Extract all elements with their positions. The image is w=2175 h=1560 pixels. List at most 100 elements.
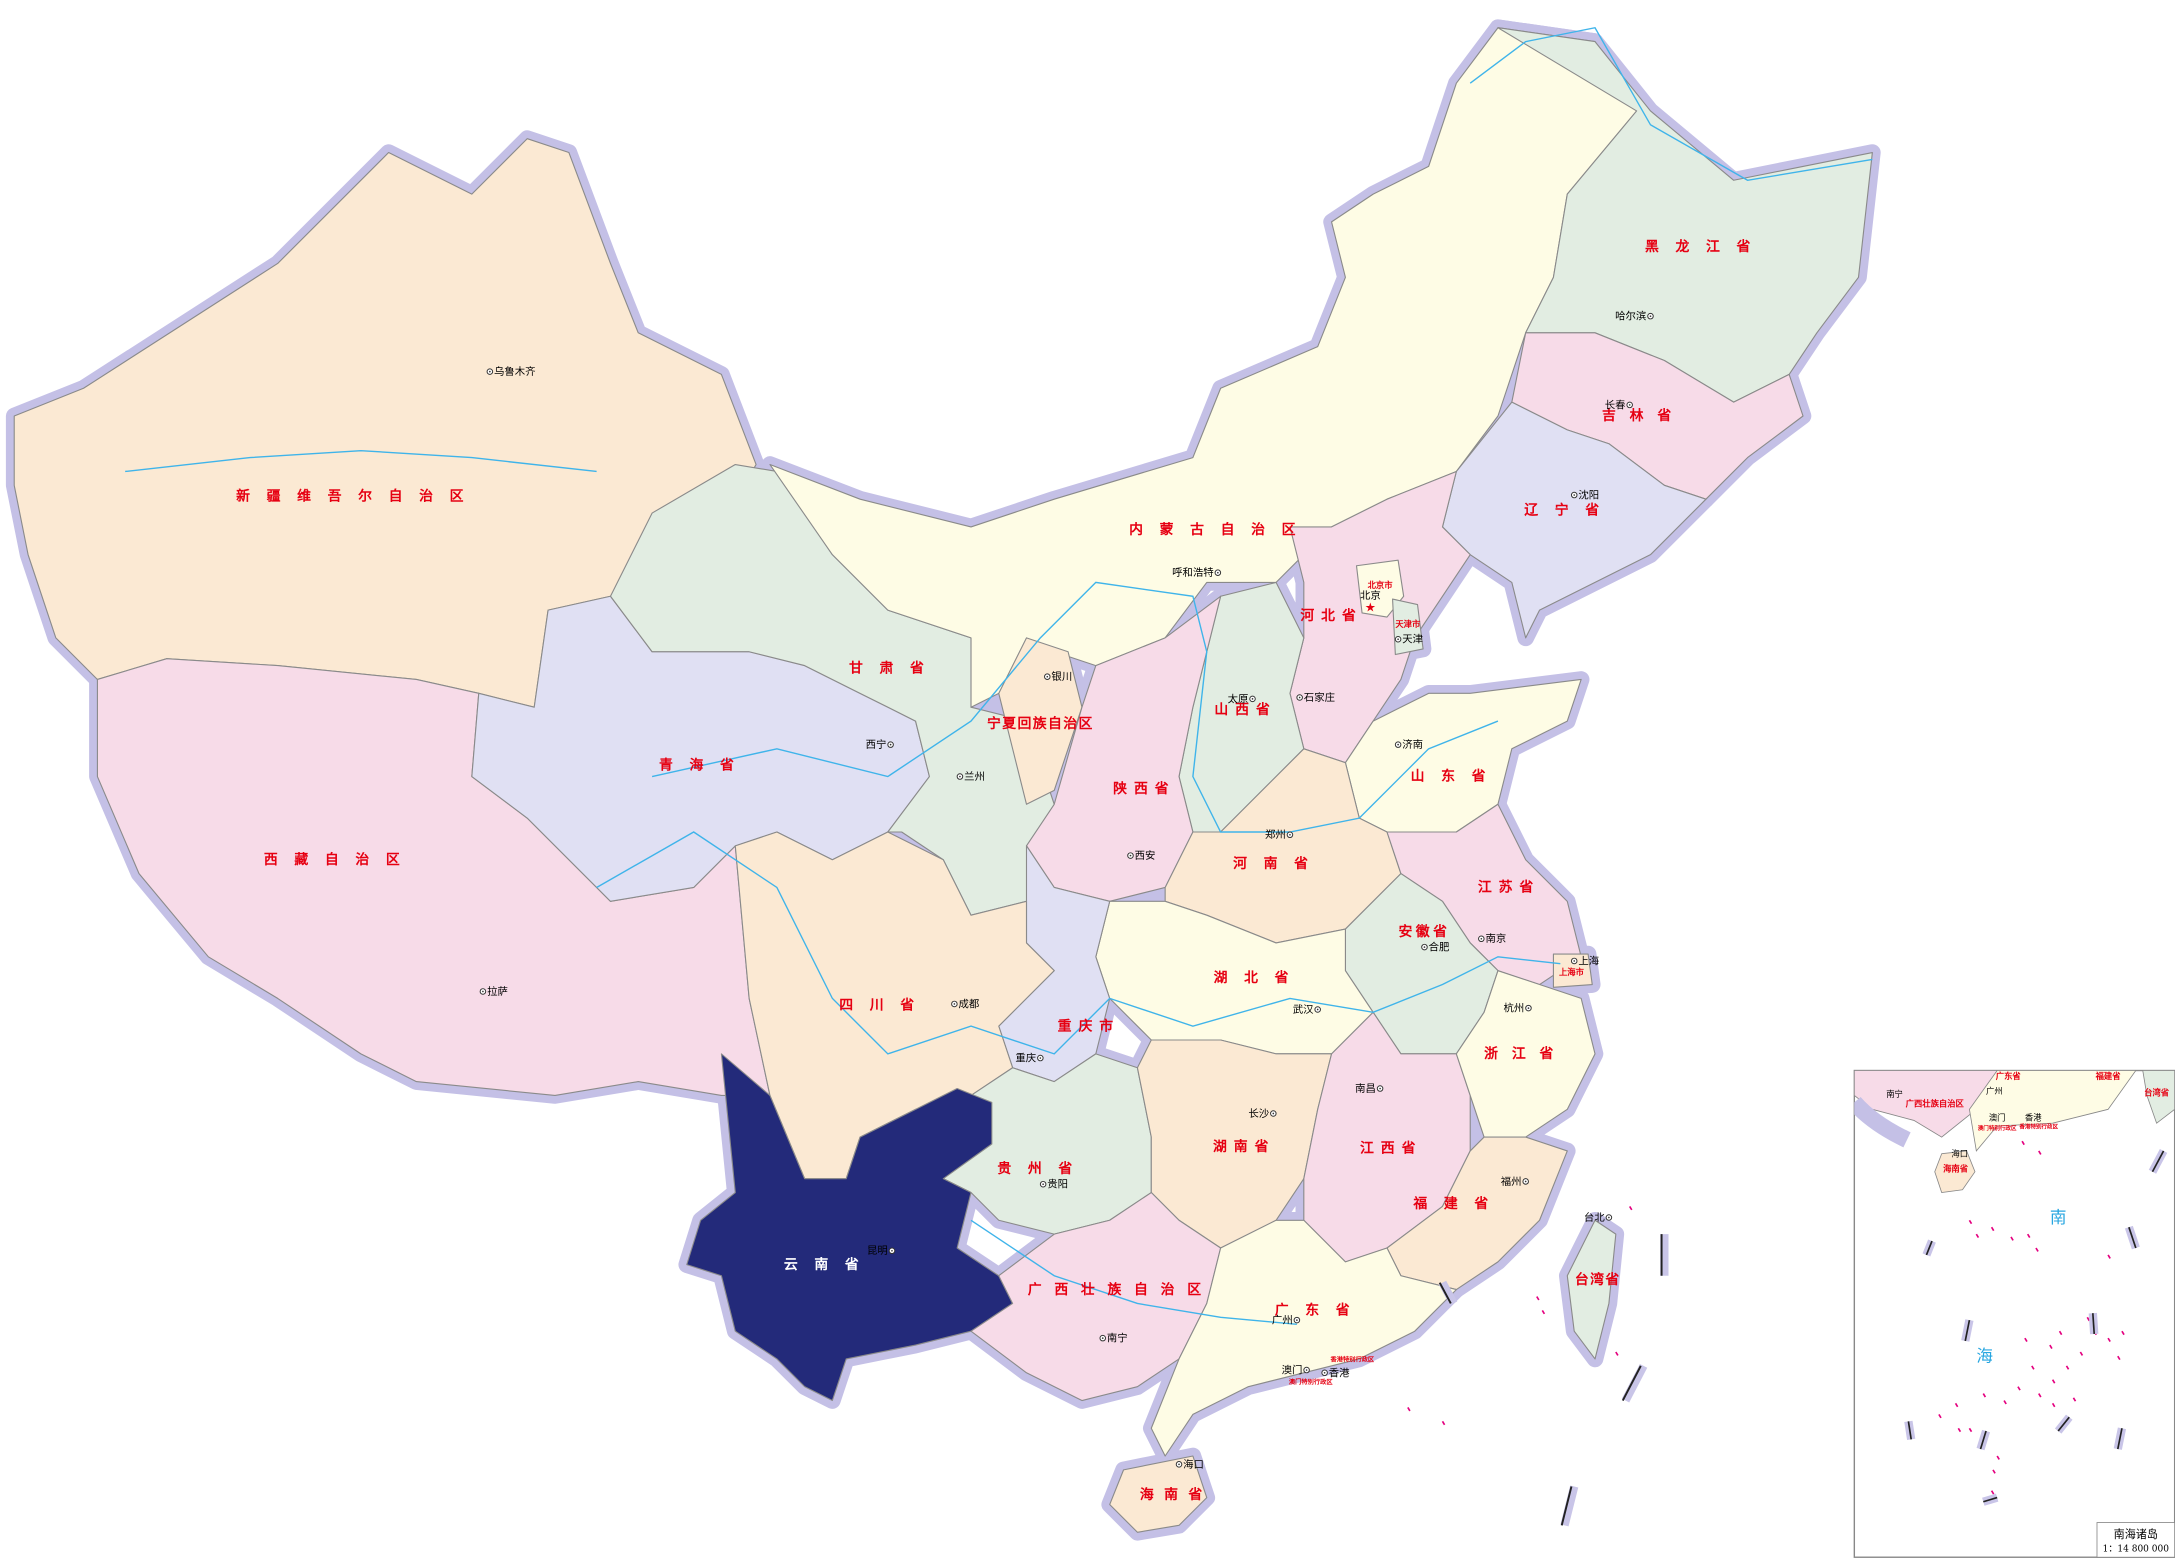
province-label: 福建省 [1412, 1195, 1505, 1212]
city-dot-center [482, 990, 484, 993]
province-label: 四川省 [839, 996, 931, 1013]
province-label: 河南省 [1233, 855, 1325, 872]
city-marker[interactable]: 成都 [951, 998, 980, 1010]
island-mark [2079, 1351, 2084, 1356]
city-marker[interactable]: 西安 [1127, 849, 1156, 862]
city-marker[interactable]: 广州 [1272, 1315, 1301, 1327]
province-31[interactable] [1109, 1455, 1208, 1533]
city-dot-center [1178, 1463, 1180, 1466]
city-name: 沈阳 [1578, 489, 1599, 502]
city-dot-center [1527, 1007, 1530, 1009]
city-marker[interactable]: 台北 [1584, 1211, 1613, 1224]
special-region-label: 澳门特别行政区 [1289, 1378, 1333, 1386]
city-dot-center [1129, 854, 1132, 857]
island-mark [2038, 1393, 2042, 1398]
inset-dash-segment [2128, 1226, 2137, 1249]
city-marker[interactable]: 南昌 [1355, 1082, 1384, 1095]
city-name: 北京 [1360, 589, 1381, 602]
city-marker[interactable]: 昆明 [867, 1245, 896, 1257]
city-name: 海口 [1183, 1458, 1204, 1471]
city-name: 台北 [1584, 1211, 1605, 1224]
province-label: 浙江省 [1484, 1045, 1567, 1062]
city-marker[interactable]: 西宁 [866, 738, 894, 751]
province-30[interactable] [1150, 1219, 1457, 1457]
inset-city-nanning: 南宁 [1886, 1089, 1903, 1099]
inset-dash-segment [1983, 1496, 1998, 1503]
city-marker[interactable]: 长春 [1605, 399, 1633, 411]
province-27[interactable] [1455, 970, 1596, 1138]
dash-segment-halo [1560, 1485, 1579, 1527]
special-region-label: 香港特别行政区 [1330, 1356, 1375, 1364]
city-marker[interactable]: 济南 [1394, 738, 1423, 751]
city-name: 武汉 [1293, 1003, 1314, 1016]
city-marker[interactable]: 哈尔滨 [1615, 310, 1654, 323]
province-29[interactable] [970, 1191, 1222, 1402]
province-19[interactable] [1552, 953, 1593, 988]
city-marker[interactable]: 长沙 [1248, 1108, 1277, 1120]
island-mark [1938, 1413, 1942, 1419]
inset-sea-label-sea: 海 [1976, 1347, 1993, 1366]
inset-hainan [1934, 1150, 1976, 1193]
inset-label-guangdong: 广东省 [1996, 1071, 2022, 1081]
city-marker[interactable]: 上海 [1570, 954, 1599, 967]
city-name: 福州 [1501, 1175, 1522, 1188]
city-dot-center [489, 370, 491, 373]
city-marker[interactable]: 石家庄 [1296, 691, 1335, 704]
inset-border-halo [1854, 1096, 1911, 1148]
province-label: 云南省 [784, 1256, 876, 1273]
island-mark [2107, 1254, 2111, 1259]
inset-dash-segment [2092, 1313, 2096, 1335]
city-marker[interactable]: 杭州 [1504, 1002, 1532, 1015]
city-marker[interactable]: 呼和浩特 [1172, 567, 1222, 579]
city-dot-center [1397, 638, 1399, 641]
city-marker[interactable]: 贵阳 [1039, 1178, 1068, 1191]
city-marker[interactable]: 太原 [1228, 692, 1256, 705]
inset-city-hongkong: 香港 [2025, 1112, 2042, 1122]
province-label: 山东省 [1411, 768, 1503, 785]
city-marker[interactable]: 重庆 [1015, 1051, 1044, 1064]
city-marker[interactable]: 南宁 [1099, 1332, 1128, 1345]
inset-guangdong [1968, 1070, 2137, 1152]
tarim-river [125, 449, 597, 473]
city-dot-center [1316, 1008, 1319, 1011]
south-china-sea-inset: 广东省 福建省 台湾省 广西壮族自治区 海南省 澳门特别行政区 香港特别行政区 … [1407, 1069, 2175, 1558]
island-mark [1975, 1233, 1980, 1239]
inset-caption-box [2096, 1522, 2175, 1558]
city-dot-center [1480, 937, 1483, 940]
city-marker[interactable]: 沈阳 [1570, 489, 1599, 502]
island-mark [2003, 1400, 2007, 1405]
city-marker[interactable]: 郑州 [1265, 828, 1294, 841]
city-marker[interactable]: 合肥 [1421, 941, 1450, 954]
city-marker[interactable]: 拉萨 [479, 985, 508, 998]
city-marker[interactable]: 香港 [1321, 1367, 1350, 1379]
province-28[interactable] [1386, 1136, 1568, 1291]
nine-dash-line-inset [1904, 1148, 2168, 1506]
city-name: 哈尔滨 [1615, 310, 1646, 323]
city-marker[interactable]: 乌鲁木齐 [486, 365, 536, 378]
island-mark [2035, 1247, 2039, 1252]
island-mark [2107, 1337, 2111, 1343]
province-32[interactable] [1566, 1219, 1617, 1360]
city-marker[interactable]: ★北京 [1360, 589, 1381, 614]
city-name: 西宁 [866, 738, 887, 751]
province-13[interactable] [998, 637, 1083, 805]
city-marker[interactable]: 兰州 [956, 770, 985, 783]
city-dot-center [959, 775, 961, 778]
province-label: 河北省 [1300, 607, 1362, 624]
island-mark [1536, 1296, 1540, 1301]
city-name: 石家庄 [1304, 691, 1335, 704]
city-marker[interactable]: 福州 [1501, 1175, 1529, 1188]
city-marker[interactable]: 澳门 [1282, 1363, 1310, 1376]
province-9[interactable] [1289, 470, 1471, 764]
city-marker[interactable]: 天津 [1394, 634, 1423, 646]
city-name: 长春 [1605, 399, 1626, 411]
city-name: 兰州 [964, 770, 985, 783]
city-marker[interactable]: 南京 [1478, 932, 1507, 945]
city-marker[interactable]: 海口 [1175, 1458, 1204, 1471]
city-dot-center [1608, 1216, 1610, 1219]
island-mark [1628, 1205, 1633, 1211]
city-marker[interactable]: 武汉 [1293, 1003, 1321, 1016]
city-dot-center [1423, 946, 1426, 948]
city-marker[interactable]: 银川 [1044, 670, 1073, 683]
